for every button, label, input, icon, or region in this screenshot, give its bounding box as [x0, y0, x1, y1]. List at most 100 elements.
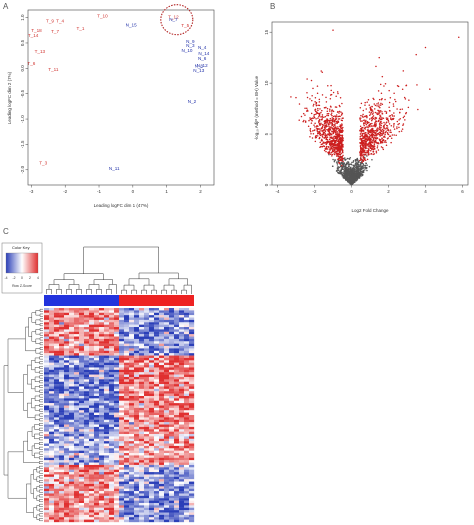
heatmap-cell	[134, 324, 140, 328]
heatmap-cell	[99, 348, 105, 351]
heatmap-cell	[44, 441, 50, 444]
heatmap-cell	[119, 374, 125, 378]
heatmap-cell	[144, 317, 150, 321]
volcano-point	[340, 152, 343, 154]
heatmap-cell	[164, 467, 170, 470]
heatmap-cell	[114, 426, 120, 430]
heatmap-cell	[134, 464, 140, 468]
volcano-point	[378, 126, 381, 129]
heatmap-cell	[89, 362, 95, 366]
heatmap-cell	[189, 322, 195, 325]
heatmap-cell	[174, 426, 180, 430]
heatmap-cell	[169, 376, 175, 380]
volcano-point	[369, 106, 372, 108]
heatmap-cell	[174, 350, 180, 354]
heatmap-cell	[94, 386, 100, 389]
heatmap-cell	[184, 362, 190, 366]
volcano-point	[334, 131, 337, 134]
heatmap-cell	[49, 322, 55, 325]
heatmap-cell	[164, 395, 170, 399]
heatmap-cell	[64, 443, 70, 447]
heatmap-cell	[159, 455, 165, 458]
volcano-point	[342, 175, 344, 178]
volcano-point	[363, 153, 365, 155]
heatmap-cell	[144, 357, 150, 361]
heatmap-cell	[154, 391, 160, 394]
heatmap-cell	[164, 441, 170, 444]
heatmap-cell	[159, 472, 165, 475]
volcano-point	[328, 121, 331, 124]
heatmap-cell	[94, 360, 100, 363]
heatmap-cell	[189, 367, 195, 370]
volcano-point	[347, 164, 350, 166]
heatmap-cell	[49, 441, 55, 444]
color-key-tick-label: -4	[4, 276, 7, 280]
heatmap-cell	[169, 417, 175, 420]
heatmap-cell	[119, 331, 125, 335]
heatmap-cell	[139, 355, 145, 359]
volcano-point	[321, 117, 324, 119]
volcano-point	[362, 171, 364, 174]
volcano-point	[333, 159, 336, 161]
heatmap-cell	[64, 438, 70, 442]
heatmap-cell	[184, 405, 190, 409]
heatmap-cell	[109, 355, 115, 359]
heatmap-cell	[59, 360, 65, 363]
heatmap-cell	[44, 443, 50, 447]
heatmap-cell	[124, 464, 130, 468]
heatmap-cell	[99, 336, 105, 340]
heatmap-cell	[69, 310, 75, 313]
heatmap-cell	[189, 407, 195, 411]
mds-x-tick-label: 0	[132, 189, 135, 194]
heatmap-cell	[69, 343, 75, 347]
volcano-point	[374, 111, 377, 114]
volcano-point	[359, 174, 361, 177]
heatmap-cell	[184, 355, 190, 359]
volcano-point	[338, 118, 341, 120]
heatmap-cell	[179, 374, 185, 378]
heatmap-cell	[159, 434, 165, 437]
heatmap-cell	[59, 474, 65, 477]
heatmap-cell	[94, 322, 100, 325]
heatmap-cell	[79, 431, 85, 435]
volcano-point	[360, 156, 362, 158]
volcano-point	[314, 110, 317, 113]
heatmap-cell	[129, 443, 135, 447]
volcano-point	[322, 141, 325, 144]
heatmap-cell	[154, 327, 160, 330]
heatmap-cell	[149, 308, 155, 311]
heatmap-cell	[164, 412, 170, 416]
heatmap-cell	[104, 405, 110, 409]
volcano-point	[364, 145, 367, 148]
heatmap-cell	[164, 424, 170, 428]
heatmap-cell	[114, 393, 120, 397]
volcano-point	[367, 129, 369, 131]
heatmap-cell	[69, 436, 75, 439]
heatmap-cell	[139, 322, 145, 325]
heatmap-cell	[84, 348, 90, 351]
volcano-point	[371, 113, 374, 115]
heatmap-cell	[59, 315, 65, 318]
heatmap-cell	[189, 334, 195, 337]
heatmap-cell	[174, 357, 180, 361]
heatmap-cell	[89, 400, 95, 404]
heatmap-cell	[89, 365, 95, 368]
heatmap-cell	[179, 405, 185, 409]
heatmap-cell	[169, 410, 175, 413]
heatmap-cell	[84, 343, 90, 347]
heatmap-cell	[184, 384, 190, 387]
heatmap-cell	[44, 379, 50, 382]
heatmap-cell	[149, 322, 155, 325]
heatmap-cell	[124, 353, 130, 356]
heatmap-cell	[119, 369, 125, 373]
heatmap-cell	[89, 438, 95, 442]
heatmap-cell	[74, 398, 80, 401]
heatmap-cell	[169, 422, 175, 425]
heatmap-cell	[99, 369, 105, 373]
volcano-point	[331, 130, 333, 133]
heatmap-cell	[44, 327, 50, 330]
volcano-point	[341, 155, 344, 158]
heatmap-cell	[189, 317, 195, 321]
heatmap-cell	[129, 464, 135, 468]
heatmap-cell	[119, 462, 125, 466]
